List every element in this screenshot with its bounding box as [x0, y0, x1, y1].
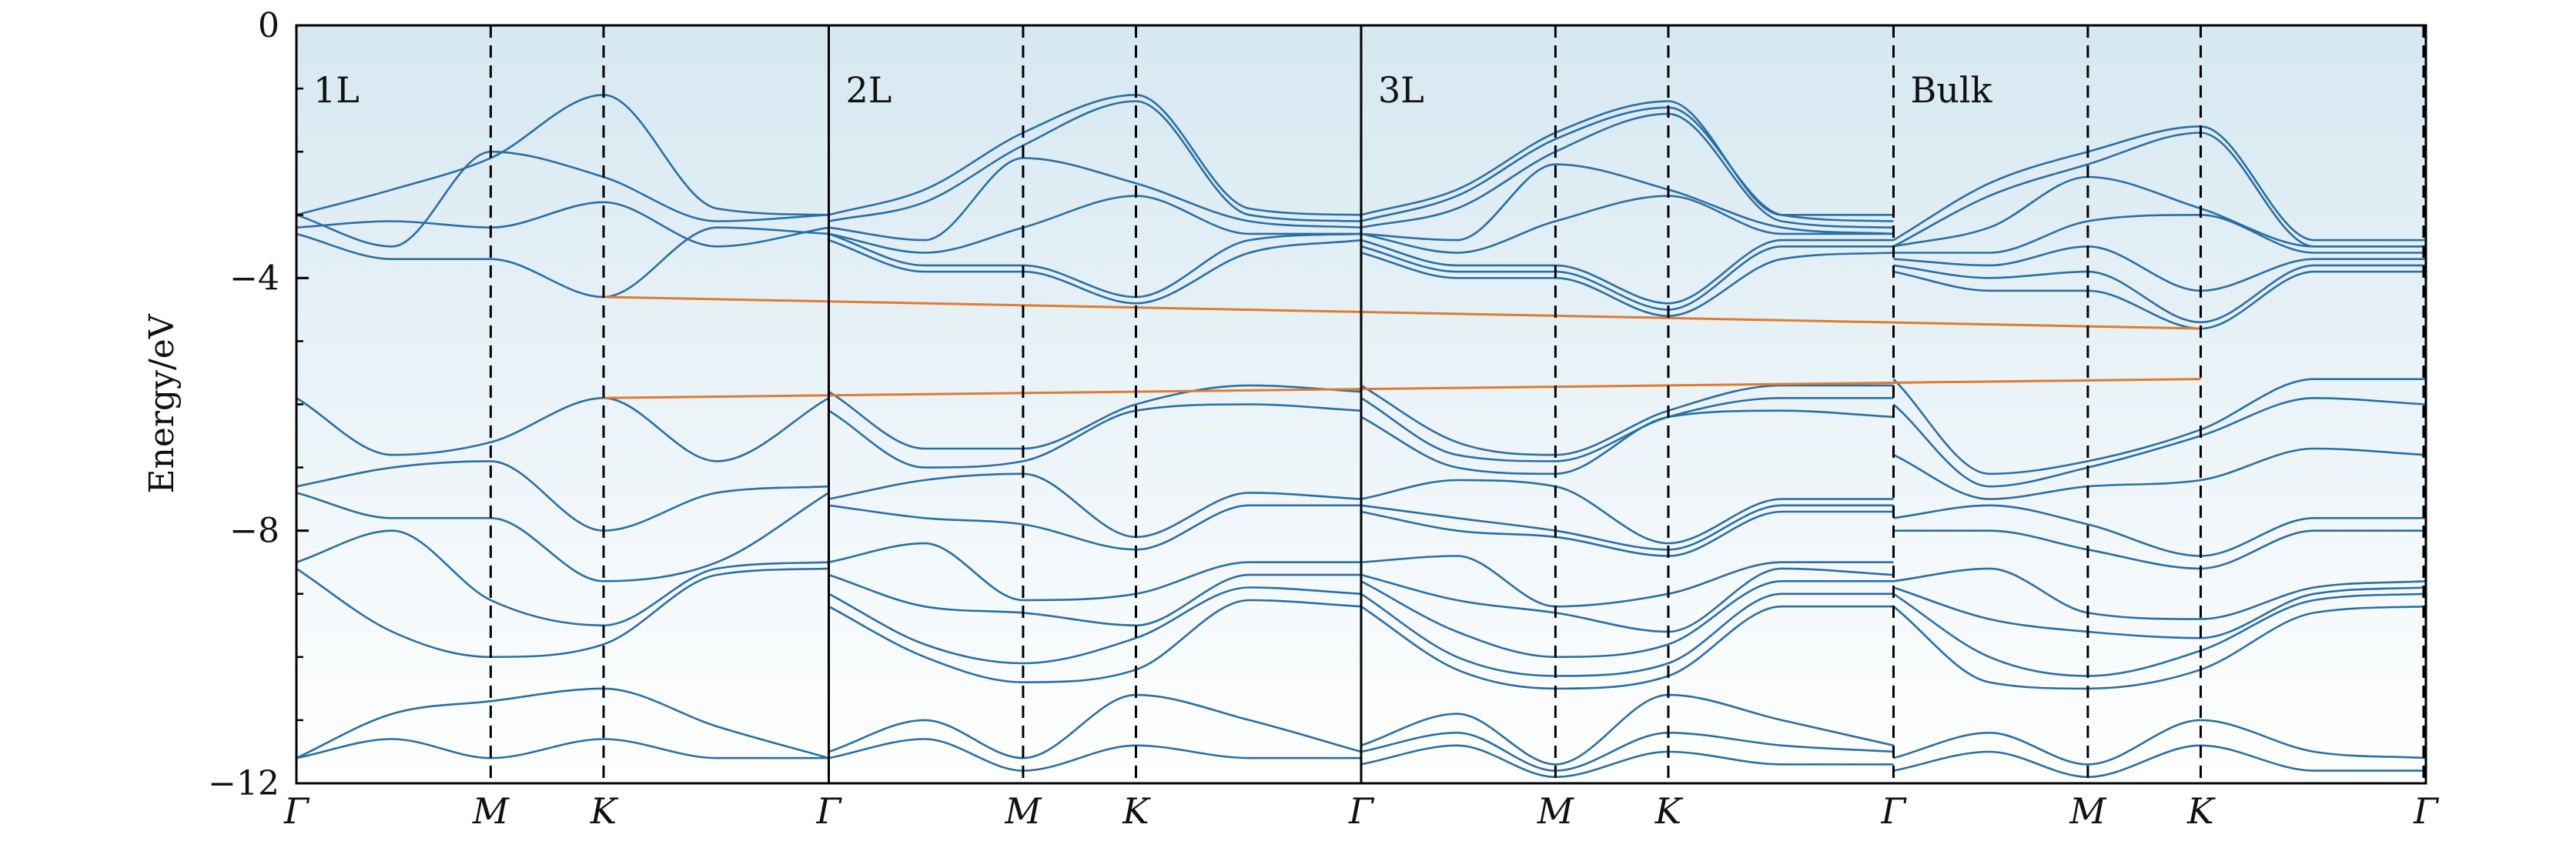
- band-2L-5: [828, 239, 1362, 305]
- band-3L-15: [1360, 567, 1894, 633]
- panel-label-Bulk: Bulk: [1911, 69, 1993, 111]
- band-1L-10: [296, 738, 829, 759]
- band-2L-1: [828, 100, 1362, 222]
- band-Bulk-0: [1892, 125, 2426, 242]
- band-lines: [296, 94, 2426, 779]
- band-1L-8: [296, 567, 829, 659]
- y-axis: 0 −4 −8 −12: [208, 6, 309, 803]
- kpoint-label-Γ: Γ: [1348, 790, 1375, 832]
- band-Bulk-2: [1893, 175, 2426, 248]
- y-tick-label: −12: [208, 764, 279, 803]
- band-Bulk-14: [1892, 592, 2426, 677]
- band-2L-14: [828, 693, 1362, 759]
- panel-labels: 1L 2L 3L Bulk: [313, 69, 1993, 111]
- band-Bulk-17: [1893, 744, 2426, 779]
- band-2L-6: [828, 384, 1362, 450]
- band-3L-9: [1360, 396, 1894, 462]
- band-1L-7: [296, 529, 829, 627]
- y-tick-label: −4: [229, 259, 279, 298]
- band-2L-10: [828, 542, 1361, 602]
- kpoint-label-M: M: [472, 790, 510, 832]
- band-3L-13: [1360, 510, 1894, 557]
- kpoint-label-Γ: Γ: [283, 790, 310, 832]
- band-Bulk-15: [1892, 605, 2426, 690]
- band-2L-15: [828, 738, 1361, 772]
- kpoint-label-K: K: [1654, 790, 1684, 832]
- band-3L-8: [1360, 384, 1894, 456]
- band-Bulk-16: [1893, 719, 2426, 766]
- band-3L-10: [1360, 409, 1894, 476]
- band-3L-17: [1360, 592, 1894, 677]
- band-Bulk-11: [1893, 529, 2426, 570]
- kpoint-label-M: M: [2069, 790, 2107, 832]
- band-3L-0: [1360, 100, 1894, 216]
- band-2L-9: [828, 504, 1361, 551]
- gap-trend-lines: [603, 295, 2201, 399]
- band-3L-14: [1360, 555, 1894, 608]
- band-Bulk-3: [1893, 214, 2426, 254]
- band-1L-5: [296, 460, 829, 532]
- kpoint-label-M: M: [1004, 790, 1042, 832]
- band-2L-11: [828, 573, 1361, 627]
- kpoint-label-Γ: Γ: [816, 790, 843, 832]
- band-Bulk-10: [1893, 504, 2426, 557]
- panel-label-1L: 1L: [313, 69, 360, 111]
- band-3L-12: [1360, 504, 1894, 551]
- band-1L-1: [296, 150, 829, 248]
- band-3L-2: [1360, 112, 1894, 229]
- band-3L-1: [1360, 106, 1894, 222]
- band-Bulk-6: [1893, 270, 2426, 330]
- vbm-trend-line: [603, 378, 2201, 399]
- panel-separators: [828, 25, 1363, 783]
- band-Bulk-7: [1892, 378, 2426, 476]
- band-3L-5: [1360, 239, 1894, 305]
- band-Bulk-9: [1892, 447, 2426, 500]
- band-2L-2: [828, 157, 1362, 242]
- kpoint-label-K: K: [590, 790, 619, 832]
- band-3L-7: [1360, 252, 1894, 317]
- band-2L-13: [828, 599, 1362, 683]
- band-1L-6: [296, 492, 830, 582]
- band-Bulk-12: [1893, 567, 2426, 620]
- band-3L-16: [1360, 579, 1894, 659]
- kpoint-label-K: K: [1122, 790, 1151, 832]
- band-3L-18: [1360, 605, 1894, 690]
- kpoint-label-Γ: Γ: [1881, 790, 1908, 832]
- band-1L-0: [296, 94, 829, 216]
- band-2L-8: [828, 472, 1362, 539]
- band-3L-21: [1360, 744, 1894, 779]
- band-2L-3: [828, 195, 1361, 254]
- band-3L-3: [1360, 163, 1894, 242]
- kpoint-dashed-lines: [489, 25, 2425, 783]
- band-3L-6: [1360, 245, 1894, 311]
- band-2L-4: [828, 232, 1362, 299]
- band-Bulk-5: [1893, 264, 2426, 324]
- band-2L-12: [828, 586, 1362, 665]
- band-Bulk-8: [1892, 397, 2426, 488]
- band-2L-0: [828, 94, 1362, 216]
- band-2L-7: [828, 403, 1362, 469]
- band-3L-20: [1360, 732, 1894, 772]
- band-3L-11: [1360, 479, 1894, 545]
- panel-label-2L: 2L: [846, 69, 892, 111]
- band-1L-4: [296, 397, 830, 462]
- cbm-trend-line: [603, 295, 2201, 330]
- y-tick-label: 0: [258, 6, 279, 45]
- y-tick-label: −8: [229, 512, 279, 551]
- kpoint-label-M: M: [1537, 790, 1575, 832]
- band-Bulk-13: [1893, 586, 2426, 639]
- kpoint-label-Γ: Γ: [2413, 790, 2440, 832]
- kpoint-label-K: K: [2186, 790, 2216, 832]
- band-3L-4: [1360, 195, 1894, 254]
- band-3L-19: [1360, 693, 1894, 766]
- band-1L-3: [296, 226, 829, 299]
- band-1L-2: [296, 201, 829, 248]
- band-1L-9: [296, 687, 829, 759]
- band-Bulk-4: [1893, 245, 2426, 292]
- panel-label-3L: 3L: [1378, 69, 1424, 111]
- y-axis-title: Energy/eV: [142, 313, 182, 493]
